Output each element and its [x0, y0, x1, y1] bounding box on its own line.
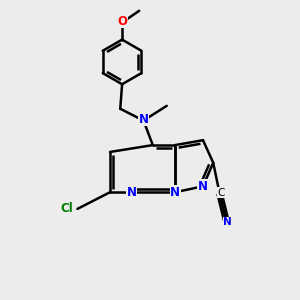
Text: N: N — [170, 186, 180, 199]
Text: N: N — [139, 112, 148, 125]
Text: Cl: Cl — [60, 202, 73, 215]
Text: O: O — [117, 14, 127, 28]
Text: N: N — [198, 180, 208, 193]
Text: C: C — [218, 188, 225, 198]
Text: N: N — [126, 186, 136, 199]
Text: N: N — [224, 217, 232, 227]
